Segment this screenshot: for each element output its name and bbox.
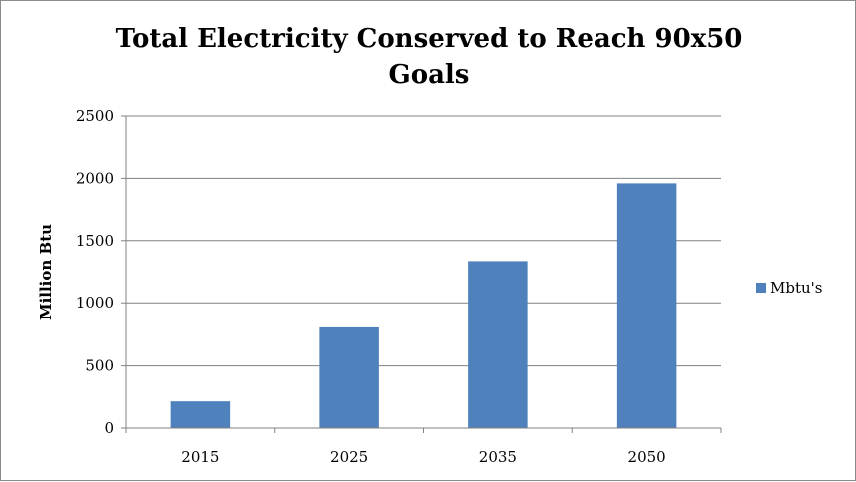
x-tick-label: 2035: [479, 448, 517, 466]
x-tick-label: 2050: [628, 448, 666, 466]
legend-swatch: [756, 283, 766, 293]
y-tick-label: 0: [104, 419, 114, 437]
legend: Mbtu's: [756, 279, 822, 297]
bar-2035: [468, 261, 528, 428]
x-axis-ticks: 2015 2025 2035 2050: [125, 428, 722, 466]
y-tick-label: 2500: [76, 107, 114, 125]
bar-2015: [170, 401, 231, 428]
x-tick-label: 2025: [330, 448, 368, 466]
bars: [170, 183, 677, 428]
chart-title-line-1: Total Electricity Conserved to Reach 90x…: [116, 24, 743, 54]
y-axis-ticks: 0 500 1000 1500 2000 2500: [76, 107, 126, 437]
bar-2050: [616, 183, 677, 428]
y-tick-label: 500: [85, 357, 114, 375]
y-axis-label: Million Btu: [37, 224, 55, 320]
y-tick-label: 2000: [76, 169, 114, 187]
bar-2025: [319, 326, 379, 428]
y-tick-label: 1500: [76, 232, 114, 250]
legend-label: Mbtu's: [770, 279, 822, 297]
x-tick-label: 2015: [181, 448, 219, 466]
chart-title-line-2: Goals: [389, 60, 470, 90]
y-tick-label: 1000: [76, 294, 114, 312]
